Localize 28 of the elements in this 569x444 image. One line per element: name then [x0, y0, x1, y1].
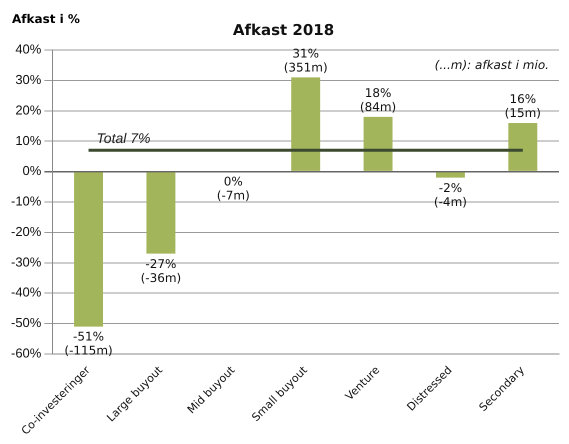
y-tick-label: -20% [10, 224, 42, 239]
bar [291, 77, 320, 171]
y-tick-label: 0% [22, 163, 42, 178]
y-tick-label: 40% [15, 42, 42, 57]
data-label: 18% (84m) [360, 86, 396, 114]
data-label: 16% (15m) [504, 92, 541, 120]
data-label: -51% (-115m) [64, 330, 113, 358]
bar [146, 172, 176, 254]
bar [364, 116, 393, 171]
bar [436, 172, 465, 178]
y-tick-label: -30% [10, 254, 42, 270]
y-tick-label: 10% [15, 132, 42, 148]
y-tick-label: -50% [10, 315, 42, 330]
y-tick-label: -40% [10, 284, 42, 300]
data-label: 0% (-7m) [216, 174, 250, 203]
bar [508, 122, 538, 171]
bar [74, 172, 104, 327]
y-tick-label: 20% [15, 102, 42, 118]
y-tick-label: -10% [10, 194, 42, 209]
y-axis-title: Afkast i % [12, 12, 80, 26]
data-label: -27% (-36m) [140, 256, 182, 285]
y-tick-label: -60% [10, 346, 42, 361]
ref-line-label: Total 7% [96, 130, 151, 146]
y-tick-label: 30% [15, 72, 42, 87]
data-label: -2% (-4m) [434, 180, 467, 209]
data-label: 31% (351m) [284, 46, 328, 74]
annotation: (...m): afkast i mio. [434, 58, 549, 72]
chart-title: Afkast 2018 [232, 20, 334, 39]
